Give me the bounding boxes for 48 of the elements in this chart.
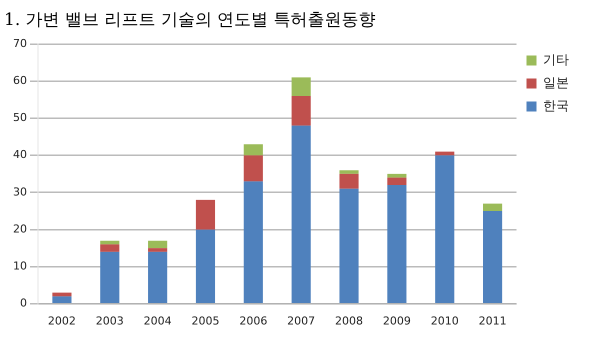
y-tick-label: 20 (12, 222, 27, 236)
bar (387, 185, 406, 304)
bar (292, 96, 311, 126)
bar (483, 204, 502, 212)
bar (196, 200, 216, 230)
bar (100, 244, 120, 252)
bar (100, 240, 120, 244)
legend-label: 일본 (543, 76, 569, 91)
y-tick-label: 40 (12, 148, 27, 162)
y-tick-label: 30 (12, 185, 27, 198)
x-tick-label: 2006 (239, 314, 268, 328)
x-tick-label: 2010 (430, 314, 459, 328)
bar (100, 252, 120, 304)
bar (387, 178, 406, 186)
legend-label: 기타 (543, 52, 569, 68)
y-tick-label: 70 (12, 36, 27, 50)
bar (244, 155, 263, 182)
bar (387, 174, 406, 178)
x-tick-label: 2002 (48, 314, 76, 328)
x-tick-label: 2008 (335, 314, 364, 328)
x-tick-label: 2003 (96, 314, 124, 328)
x-tick-label: 2007 (287, 314, 316, 328)
bar (339, 174, 359, 189)
x-tick-label: 2005 (191, 314, 220, 328)
x-tick-label: 2011 (478, 314, 507, 328)
bar (148, 252, 168, 304)
bar (483, 211, 502, 304)
y-tick-label: 50 (12, 111, 27, 124)
bar (244, 144, 263, 156)
bar (52, 292, 72, 296)
bar (148, 248, 168, 252)
bar (196, 230, 216, 304)
y-tick-label: 10 (12, 260, 27, 273)
bar (435, 152, 454, 156)
legend-label: 한국 (543, 98, 569, 114)
bar (339, 188, 359, 304)
y-tick-label: 0 (20, 296, 27, 310)
bar (292, 126, 311, 304)
bar (435, 155, 454, 304)
bar (148, 240, 168, 248)
x-tick-label: 2004 (144, 314, 172, 328)
bar (339, 170, 359, 174)
x-tick-label: 2009 (382, 314, 411, 328)
bar (244, 181, 263, 304)
chart-title: 1. 가변 밸브 리프트 기술의 연도별 특허출원동향 (3, 9, 377, 32)
y-tick-label: 60 (12, 74, 27, 87)
bar (292, 77, 311, 96)
bar (52, 296, 72, 304)
